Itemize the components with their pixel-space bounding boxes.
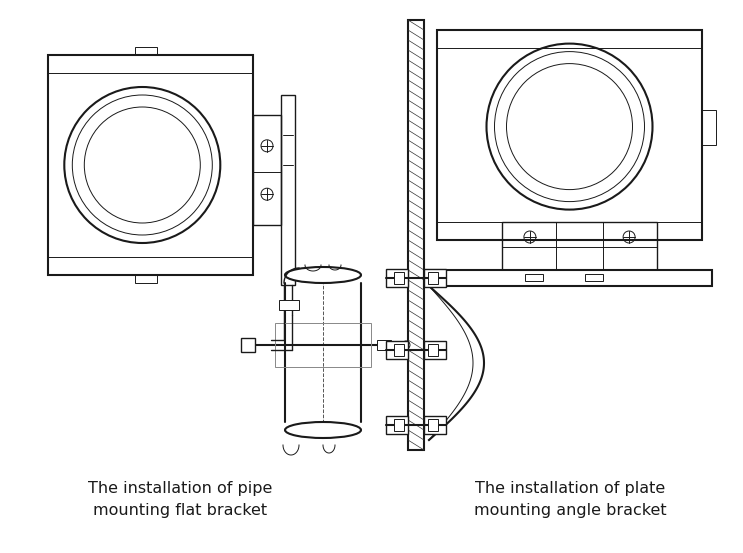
Bar bbox=[424, 270, 712, 286]
Bar bbox=[386, 269, 408, 287]
Bar bbox=[253, 115, 281, 225]
Bar bbox=[437, 30, 702, 240]
Text: The installation of pipe: The installation of pipe bbox=[88, 481, 272, 495]
Bar bbox=[241, 338, 255, 352]
Bar bbox=[408, 20, 424, 450]
Bar bbox=[428, 344, 438, 356]
Bar bbox=[279, 300, 299, 310]
Bar bbox=[48, 55, 253, 275]
Bar bbox=[585, 274, 603, 281]
Bar bbox=[424, 416, 446, 434]
Bar bbox=[424, 269, 446, 287]
Bar bbox=[275, 323, 371, 367]
Bar bbox=[502, 222, 657, 272]
Ellipse shape bbox=[285, 267, 361, 283]
Bar bbox=[386, 341, 408, 359]
Bar bbox=[525, 274, 542, 281]
Text: The installation of plate: The installation of plate bbox=[475, 481, 665, 495]
Bar bbox=[135, 47, 157, 55]
Bar bbox=[394, 419, 404, 431]
Bar bbox=[424, 341, 446, 359]
Bar bbox=[428, 419, 438, 431]
Bar bbox=[428, 272, 438, 284]
Bar bbox=[394, 272, 404, 284]
Bar bbox=[135, 275, 157, 283]
Bar bbox=[281, 95, 295, 285]
Ellipse shape bbox=[285, 422, 361, 438]
Ellipse shape bbox=[402, 341, 410, 349]
Text: mounting angle bracket: mounting angle bracket bbox=[474, 503, 666, 518]
Bar bbox=[377, 340, 391, 350]
Bar bbox=[702, 110, 716, 145]
Bar bbox=[386, 416, 408, 434]
Text: mounting flat bracket: mounting flat bracket bbox=[93, 503, 267, 518]
Bar bbox=[394, 344, 404, 356]
